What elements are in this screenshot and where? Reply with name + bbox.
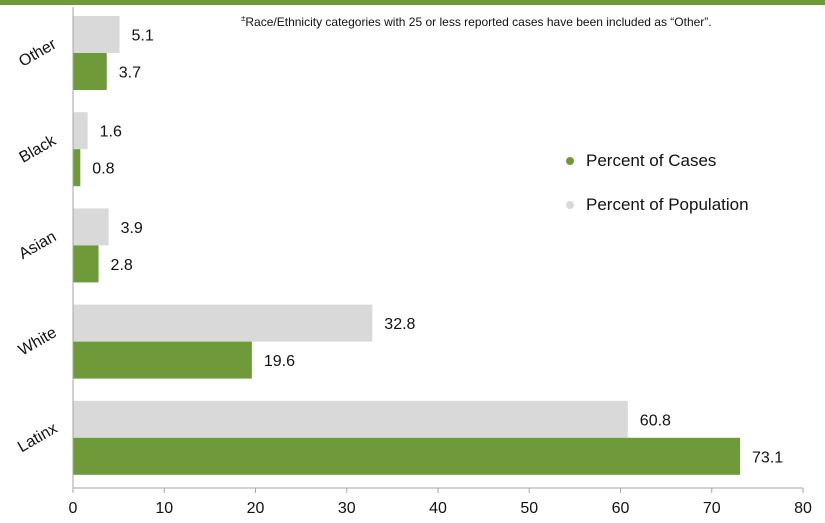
category-label-other: Other <box>16 36 60 71</box>
data-label-cases-black: 0.8 <box>92 161 114 178</box>
bar-cases-asian <box>73 245 99 283</box>
legend-item-cases: Percent of Cases <box>566 150 749 172</box>
category-label-asian: Asian <box>16 228 59 263</box>
data-label-population-asian: 3.9 <box>121 220 143 237</box>
x-tick-label-80: 80 <box>794 500 812 517</box>
bar-population-other <box>73 16 120 53</box>
bar-cases-other <box>73 53 107 90</box>
legend-marker-population <box>566 201 574 209</box>
data-label-cases-other: 3.7 <box>119 65 141 82</box>
category-label-latinx: Latinx <box>15 420 60 456</box>
x-tick-label-70: 70 <box>703 500 721 517</box>
category-label-black: Black <box>17 132 60 167</box>
data-label-cases-latinx: 73.1 <box>752 449 783 466</box>
bar-cases-white <box>73 341 252 379</box>
footnote-marker: ± <box>241 14 246 23</box>
bar-population-black <box>73 112 88 150</box>
data-label-population-other: 5.1 <box>132 28 154 45</box>
footnote-text: Race/Ethnicity categories with 25 or les… <box>245 15 712 29</box>
x-tick-label-10: 10 <box>155 500 173 517</box>
legend: Percent of Cases Percent of Population <box>566 150 749 238</box>
bar-population-latinx <box>73 400 628 438</box>
bar-population-asian <box>73 208 109 246</box>
category-label-white: White <box>16 324 60 359</box>
x-tick-label-40: 40 <box>429 500 447 517</box>
data-label-population-latinx: 60.8 <box>640 412 671 429</box>
legend-label-cases: Percent of Cases <box>586 151 717 170</box>
bar-cases-latinx <box>73 437 741 475</box>
x-tick-label-50: 50 <box>520 500 538 517</box>
data-label-cases-white: 19.6 <box>264 353 295 370</box>
legend-item-population: Percent of Population <box>566 194 749 216</box>
footnote: ±Race/Ethnicity categories with 25 or le… <box>241 14 712 29</box>
data-label-population-white: 32.8 <box>384 316 415 333</box>
data-label-cases-asian: 2.8 <box>111 257 133 274</box>
x-tick-label-20: 20 <box>247 500 265 517</box>
legend-marker-cases <box>566 157 574 165</box>
x-tick-label-30: 30 <box>338 500 356 517</box>
data-label-population-black: 1.6 <box>100 124 122 141</box>
x-tick-label-0: 0 <box>69 500 78 517</box>
bar-population-white <box>73 304 373 342</box>
legend-label-population: Percent of Population <box>586 195 749 214</box>
top-accent-band <box>0 0 825 5</box>
bar-cases-black <box>73 149 81 187</box>
x-tick-label-60: 60 <box>612 500 630 517</box>
